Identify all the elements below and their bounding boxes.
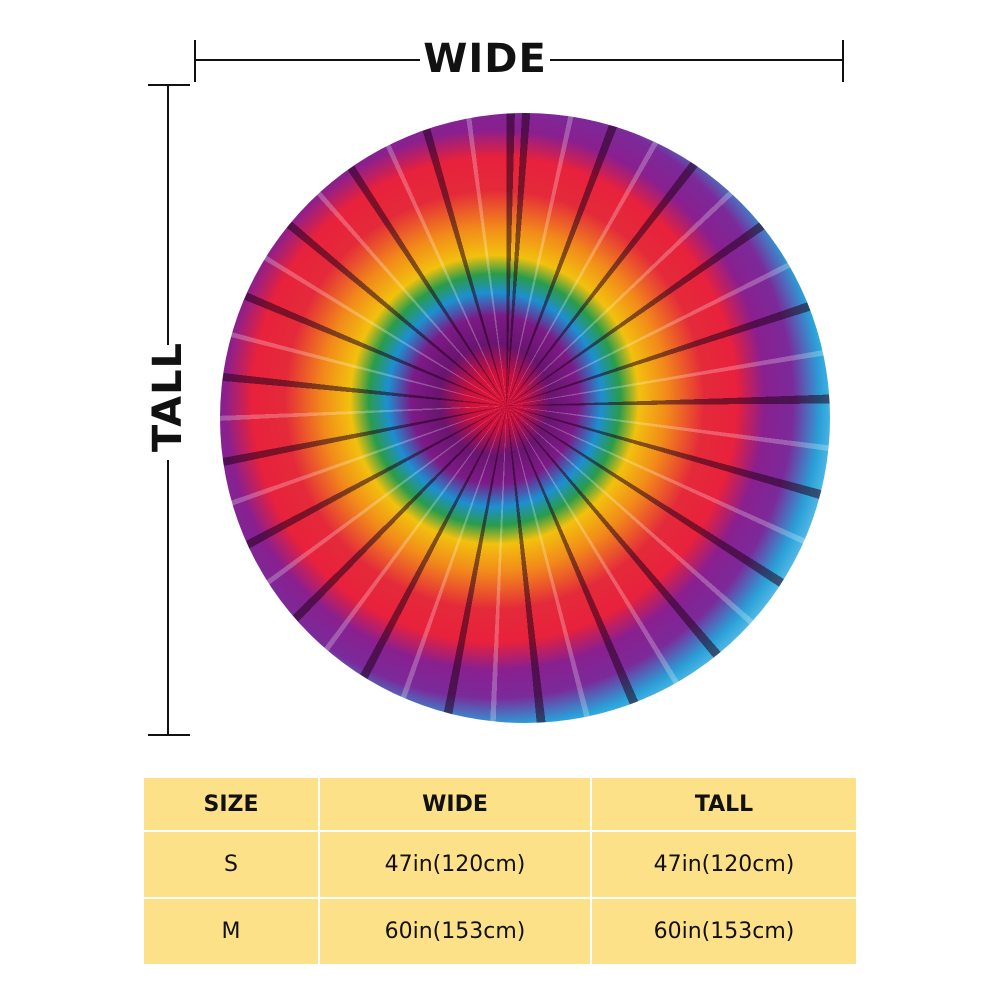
dimension-line [167,85,169,345]
wide-label: WIDE [423,36,547,82]
tall-label: TALL [145,341,191,453]
header-cell: WIDE [320,778,590,830]
size-table: SIZE WIDE TALL S 47in(120cm) 47in(120cm)… [142,776,858,966]
dimension-tick [842,40,844,82]
dimension-tick [194,40,196,82]
cell: M [144,899,318,964]
row: S 47in(120cm) 47in(120cm) [144,832,856,897]
header-cell: SIZE [144,778,318,830]
dimension-line [167,460,169,735]
dimension-line [550,59,843,61]
cell: 47in(120cm) [320,832,590,897]
cell: 60in(153cm) [592,899,856,964]
dimension-tick [148,734,190,736]
header-cell: TALL [592,778,856,830]
cell: 47in(120cm) [592,832,856,897]
tie-dye-blanket [220,113,830,723]
cell: 60in(153cm) [320,899,590,964]
header-row: SIZE WIDE TALL [144,778,856,830]
dimension-line [195,59,420,61]
row: M 60in(153cm) 60in(153cm) [144,899,856,964]
cell: S [144,832,318,897]
dimension-tick [148,84,190,86]
